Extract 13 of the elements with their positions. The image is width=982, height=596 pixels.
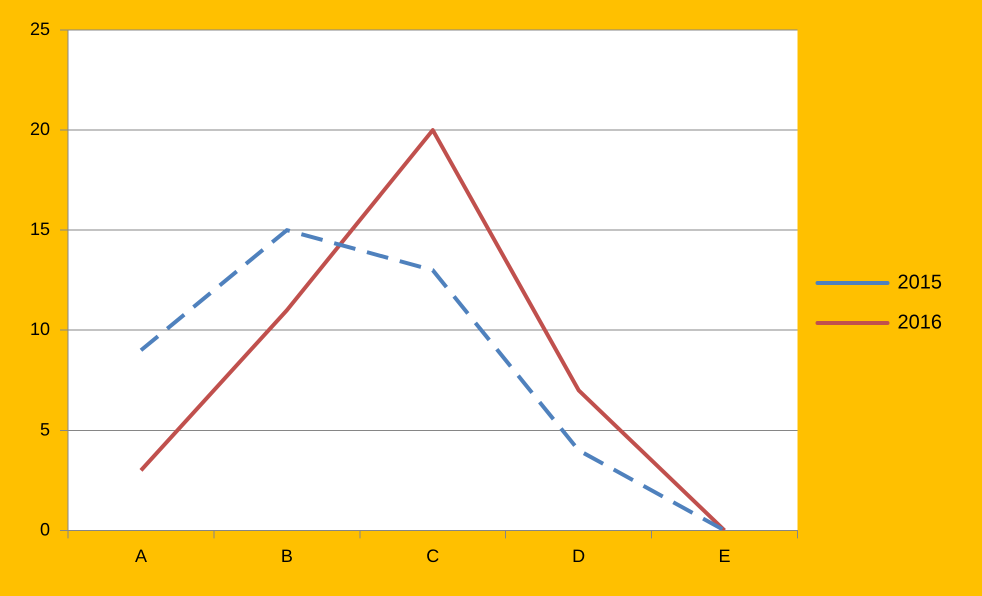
y-tick-label: 20 bbox=[30, 119, 50, 140]
x-tick-label: A bbox=[134, 546, 147, 566]
x-tick-label: E bbox=[718, 546, 731, 566]
y-tick-label: 0 bbox=[40, 519, 50, 540]
x-tick-label: B bbox=[280, 546, 293, 566]
legend-label: 2015 bbox=[898, 272, 942, 294]
y-tick-label: 10 bbox=[30, 319, 50, 340]
y-tick-label: 25 bbox=[30, 18, 50, 39]
x-tick-label: C bbox=[426, 546, 440, 566]
y-tick-label: 15 bbox=[30, 219, 50, 240]
x-tick-label: D bbox=[572, 546, 586, 566]
y-tick-label: 5 bbox=[40, 419, 50, 440]
legend-label: 2016 bbox=[898, 312, 942, 334]
